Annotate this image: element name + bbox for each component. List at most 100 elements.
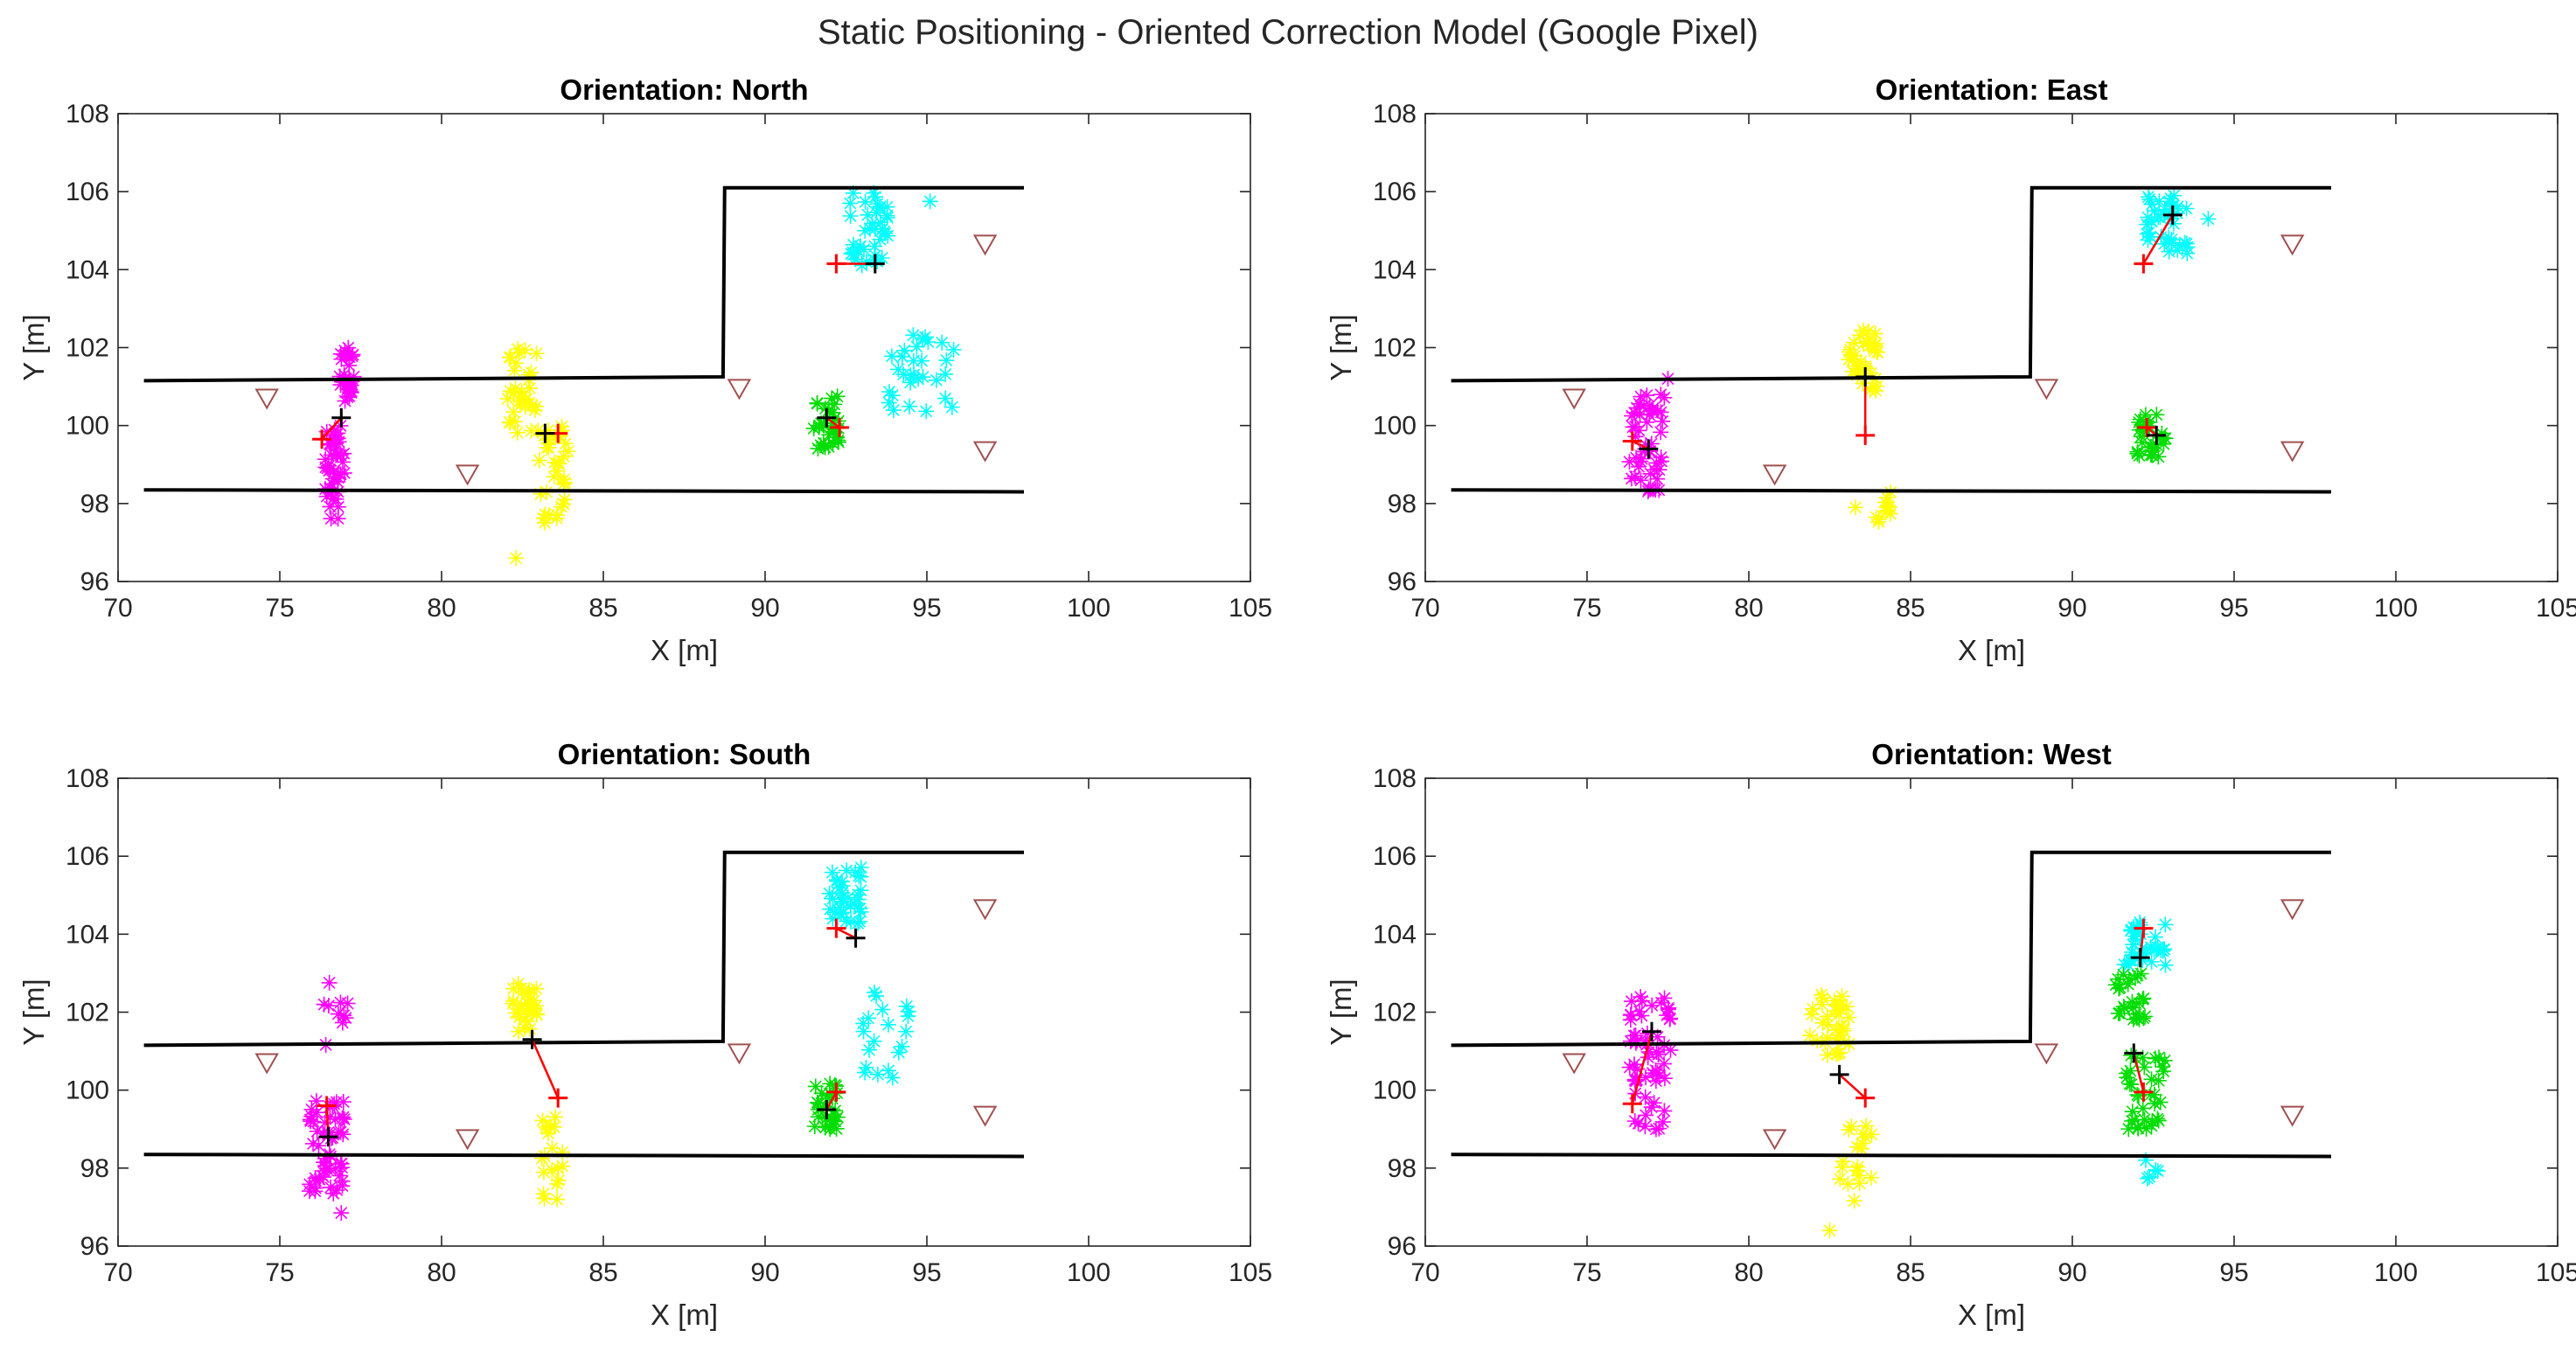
scatter-point	[513, 384, 530, 400]
yellow-point-cloud	[508, 550, 525, 567]
scatter-point	[1814, 1014, 1831, 1031]
yellow-point-cloud	[1868, 484, 1899, 530]
scatter-point	[2147, 1050, 2163, 1067]
scatter-point	[2125, 999, 2141, 1016]
scatter-point	[508, 355, 525, 372]
scatter-point	[334, 1014, 351, 1031]
scatter-point	[2157, 957, 2174, 973]
scatter-point	[867, 189, 883, 205]
anchor-marker	[1562, 1053, 1586, 1075]
anchor-marker	[1762, 1129, 1787, 1151]
scatter-point	[528, 398, 545, 414]
scatter-point	[2124, 1112, 2141, 1129]
y-tick-label: 106	[1373, 842, 1417, 871]
scatter-point	[867, 220, 883, 237]
scatter-point	[880, 1016, 896, 1033]
scatter-point	[307, 1180, 324, 1196]
y-tick-label: 96	[1388, 1232, 1417, 1261]
scatter-point	[530, 422, 547, 439]
scatter-point	[1623, 470, 1640, 487]
subplot-title: Orientation: East	[1876, 73, 2108, 106]
scatter-point	[1870, 513, 1887, 530]
scatter-point	[1854, 1135, 1870, 1152]
scatter-point	[1643, 435, 1660, 452]
scatter-point	[872, 214, 888, 231]
ground-truth-marker	[1855, 425, 1876, 445]
scatter-point	[309, 1104, 325, 1121]
scatter-point	[1636, 398, 1653, 414]
scatter-point	[2200, 211, 2217, 227]
subplot-title: Orientation: South	[558, 738, 811, 770]
scatter-point	[825, 1112, 842, 1129]
scatter-point	[2129, 922, 2146, 938]
scatter-point	[1821, 1222, 1838, 1239]
scatter-point	[945, 341, 962, 358]
x-tick-label: 105	[2536, 1258, 2576, 1287]
scatter-point	[2124, 1104, 2141, 1120]
scatter-point	[1848, 499, 1864, 516]
plot-area	[118, 778, 1250, 1246]
scatter-point	[826, 396, 843, 413]
x-axis-label: X [m]	[1958, 1299, 2025, 1331]
scatter-point	[920, 334, 936, 351]
scatter-point	[1862, 365, 1879, 381]
scatter-point	[1846, 334, 1862, 351]
scatter-point	[2141, 225, 2157, 241]
scatter-point	[2122, 1062, 2139, 1079]
x-tick-label: 90	[750, 1258, 779, 1287]
anchor-marker	[727, 1043, 752, 1065]
y-tick-label: 96	[1388, 568, 1417, 596]
yellow-point-cloud	[1848, 499, 1864, 516]
scatter-point	[1868, 382, 1884, 399]
scatter-point	[1819, 1029, 1835, 1046]
cyan-point-cloud	[821, 860, 869, 931]
error-line	[1838, 1073, 1867, 1099]
scatter-point	[1644, 1065, 1660, 1082]
scatter-point	[2137, 1008, 2154, 1025]
scatter-point	[544, 1139, 560, 1156]
scatter-point	[338, 348, 355, 365]
scatter-point	[324, 476, 340, 492]
scatter-point	[2146, 1086, 2162, 1103]
scatter-point	[868, 205, 885, 221]
scatter-point	[846, 246, 862, 262]
y-tick-label: 104	[66, 920, 109, 949]
y-tick-label: 98	[80, 490, 109, 519]
scatter-point	[507, 380, 524, 397]
scatter-point	[508, 550, 525, 567]
scatter-point	[1636, 443, 1653, 460]
scatter-point	[323, 1130, 339, 1146]
scatter-point	[316, 996, 332, 1013]
scatter-point	[521, 982, 538, 999]
scatter-point	[2148, 1161, 2164, 1178]
scatter-point	[339, 995, 356, 1012]
cyan-point-cloud	[2200, 211, 2217, 227]
estimate-marker	[817, 1099, 837, 1119]
plot-area	[1425, 778, 2558, 1246]
scatter-point	[2115, 999, 2132, 1015]
scatter-point	[898, 1023, 915, 1040]
scatter-point	[1803, 1006, 1820, 1023]
cyan-point-cloud	[855, 984, 916, 1086]
scatter-point	[938, 352, 955, 369]
cyan-point-cloud	[922, 193, 938, 210]
estimate-marker	[522, 1029, 542, 1049]
ground-truth-marker	[317, 1096, 337, 1116]
scatter-point	[551, 456, 567, 472]
scatter-point	[1834, 988, 1850, 1005]
wall-line	[1451, 488, 2332, 494]
scatter-point	[517, 342, 533, 359]
scatter-point	[1628, 400, 1645, 416]
x-tick-label: 85	[1896, 1258, 1925, 1287]
scatter-point	[549, 507, 566, 524]
scatter-point	[860, 206, 876, 223]
scatter-point	[1623, 993, 1640, 1010]
scatter-point	[2135, 945, 2152, 962]
y-tick-label: 108	[66, 764, 109, 793]
estimate-marker	[2124, 1043, 2144, 1063]
scatter-point	[2146, 203, 2162, 219]
y-tick-label: 104	[66, 255, 109, 284]
scatter-point	[330, 1006, 346, 1022]
scatter-point	[1639, 414, 1655, 430]
scatter-point	[337, 342, 353, 359]
